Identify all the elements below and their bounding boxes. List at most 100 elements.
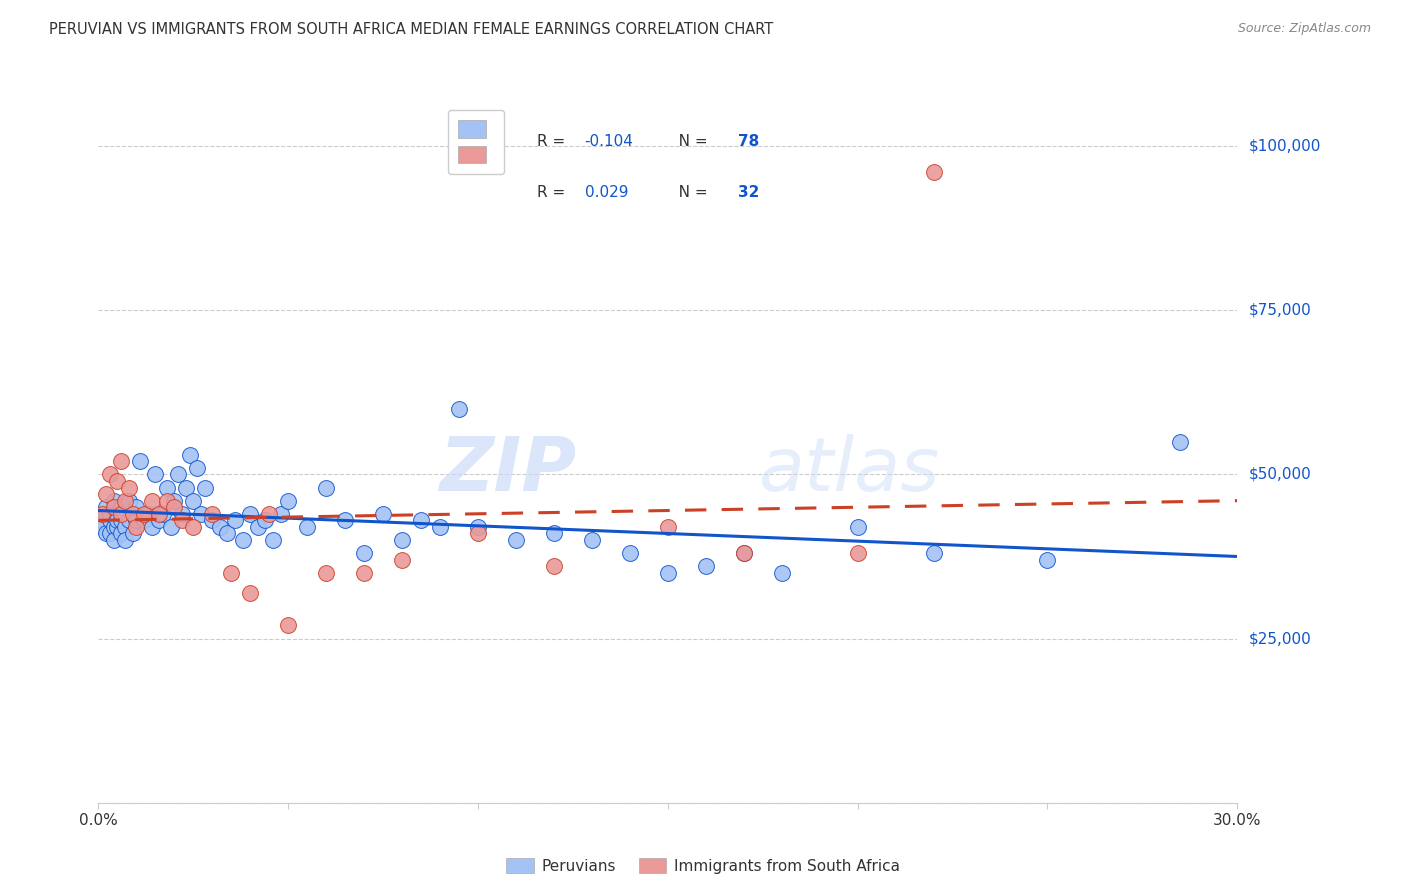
Point (201, 513, 224, 527)
Point (156, 481, 179, 495)
Text: ZIP: ZIP (440, 434, 576, 507)
Point (254, 513, 277, 527)
Point (449, 401, 471, 416)
Point (125, 520, 148, 534)
Point (145, 467, 167, 482)
Point (277, 493, 299, 508)
Point (129, 454, 152, 468)
Point (152, 507, 174, 521)
Point (922, 165, 945, 179)
Point (110, 513, 132, 527)
Point (270, 507, 292, 521)
Point (232, 533, 254, 547)
Point (259, 507, 281, 521)
Point (163, 493, 186, 508)
Point (543, 526, 565, 541)
Point (695, 559, 717, 574)
Point (505, 533, 527, 547)
Point (190, 507, 212, 521)
Point (107, 520, 129, 534)
Point (277, 618, 299, 632)
Point (98, 526, 121, 541)
Point (335, 513, 357, 527)
Point (179, 448, 201, 462)
Point (170, 513, 193, 527)
Point (94, 500, 117, 515)
Point (183, 520, 205, 534)
Point (315, 481, 337, 495)
Text: atlas: atlas (759, 434, 941, 507)
Point (239, 507, 262, 521)
Legend: , : , (447, 110, 505, 174)
Point (353, 566, 375, 580)
Point (98, 513, 121, 527)
Point (429, 520, 451, 534)
Point (103, 493, 125, 508)
Point (371, 507, 394, 521)
Point (262, 533, 284, 547)
Point (733, 546, 755, 560)
Point (315, 566, 337, 580)
Point (239, 585, 262, 599)
Point (114, 520, 136, 534)
Text: N =: N = (665, 185, 713, 200)
Point (141, 520, 163, 534)
Point (224, 513, 246, 527)
Point (543, 559, 565, 574)
Text: $50,000: $50,000 (1249, 467, 1312, 482)
Text: $75,000: $75,000 (1249, 302, 1312, 318)
Text: 32: 32 (738, 185, 759, 200)
Point (194, 481, 217, 495)
Point (174, 481, 197, 495)
Point (91, 520, 114, 534)
Point (91, 513, 114, 527)
Point (246, 520, 269, 534)
Point (125, 513, 148, 527)
Point (94, 526, 117, 541)
Point (110, 500, 132, 515)
Point (118, 513, 141, 527)
Point (141, 493, 163, 508)
Point (136, 507, 159, 521)
Point (148, 507, 170, 521)
Text: 78: 78 (738, 135, 759, 150)
Point (208, 520, 231, 534)
Point (98, 507, 121, 521)
Point (114, 493, 136, 508)
Point (107, 507, 129, 521)
Point (657, 566, 679, 580)
Point (110, 526, 132, 541)
Point (846, 546, 869, 560)
Point (98, 467, 121, 482)
Point (125, 500, 148, 515)
Point (121, 507, 143, 521)
Point (1170, 434, 1192, 449)
Point (156, 493, 179, 508)
Point (619, 546, 641, 560)
Point (114, 533, 136, 547)
Point (103, 533, 125, 547)
Point (107, 513, 129, 527)
Point (159, 520, 181, 534)
Text: -0.104: -0.104 (585, 135, 634, 150)
Point (163, 500, 186, 515)
Point (132, 507, 155, 521)
Point (110, 454, 132, 468)
Point (411, 513, 433, 527)
Point (121, 507, 143, 521)
Point (733, 546, 755, 560)
Point (118, 493, 141, 508)
Point (581, 533, 603, 547)
Point (103, 520, 125, 534)
Point (353, 546, 375, 560)
Point (118, 481, 141, 495)
Point (467, 520, 489, 534)
Point (121, 526, 143, 541)
Point (148, 513, 170, 527)
Text: 0.029: 0.029 (585, 185, 628, 200)
Point (94, 507, 117, 521)
Point (94, 487, 117, 501)
Point (201, 507, 224, 521)
Text: R =: R = (537, 185, 569, 200)
Point (110, 507, 132, 521)
